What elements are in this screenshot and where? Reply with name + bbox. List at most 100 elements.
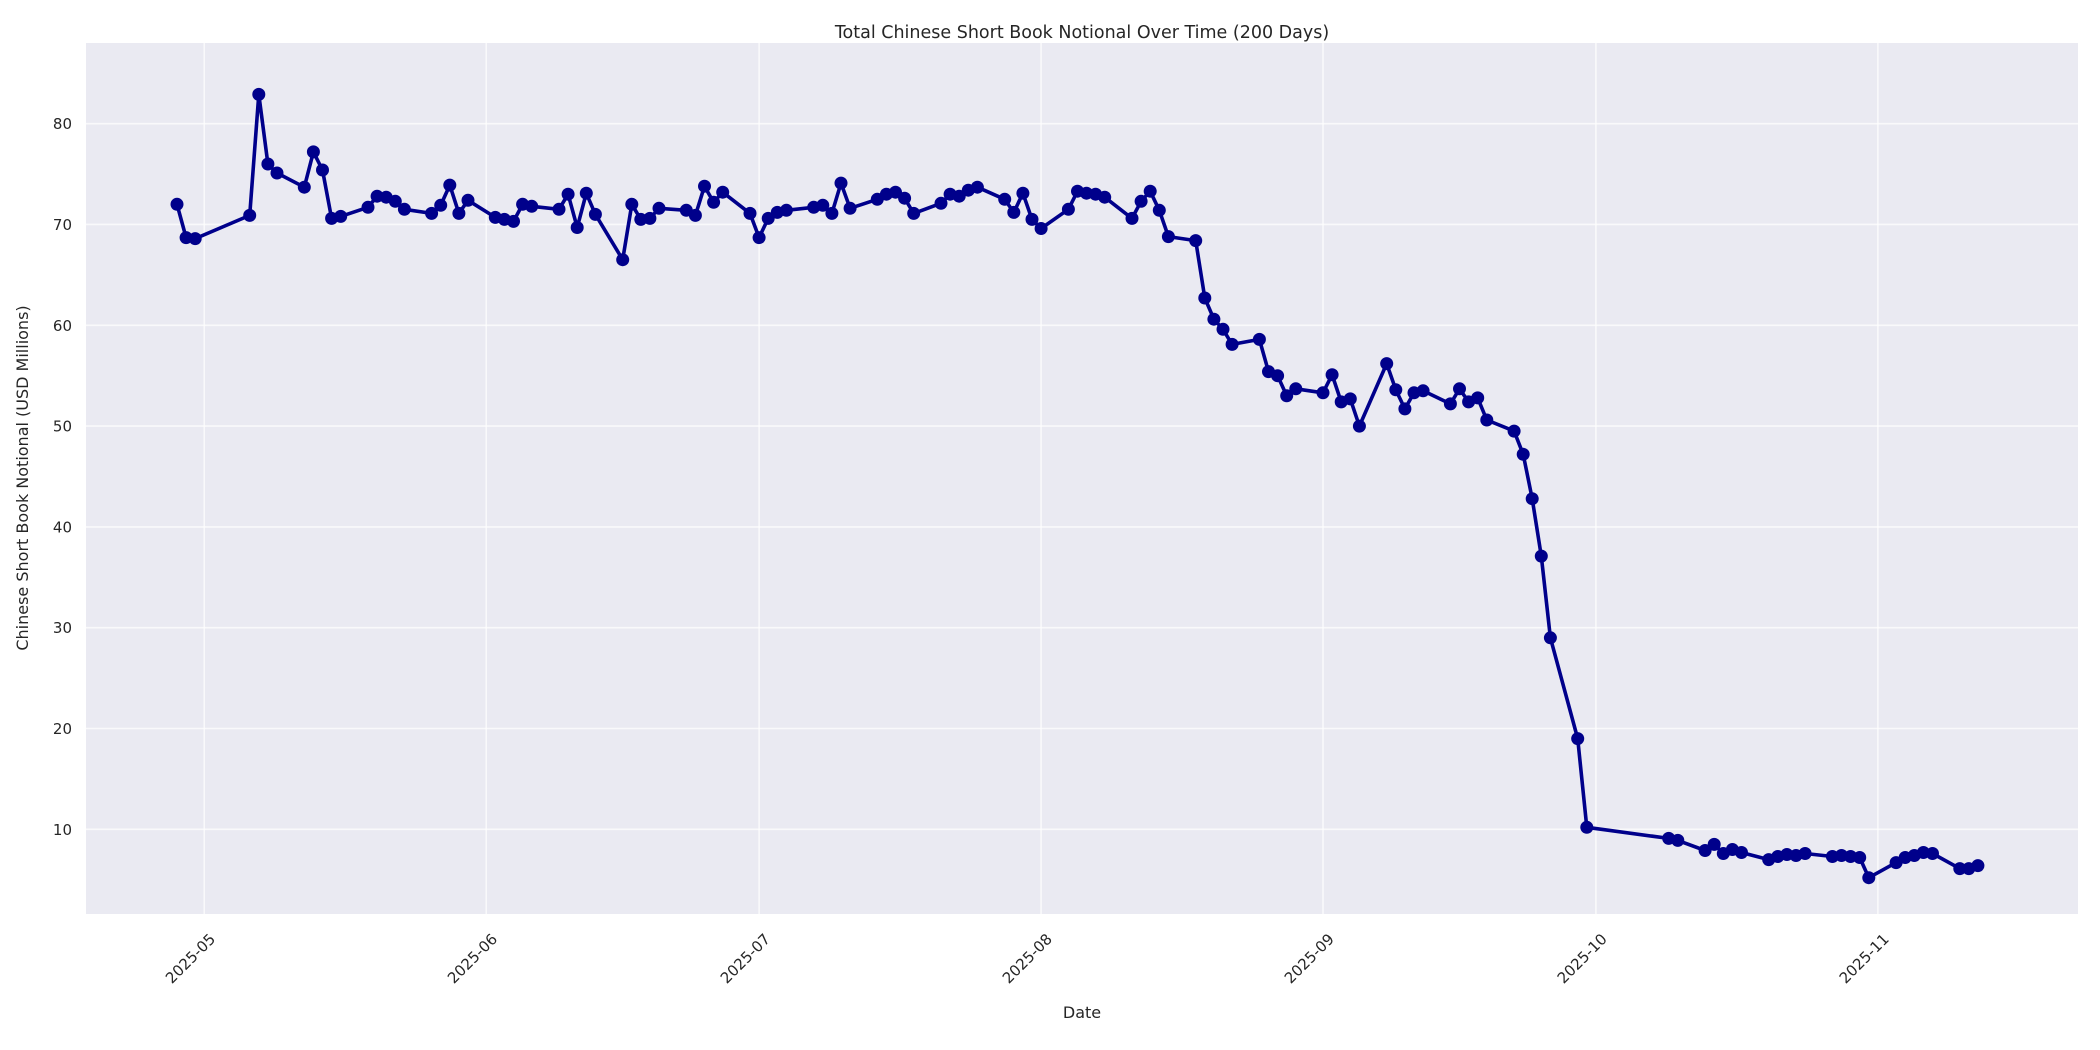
y-axis-tick-labels: 10 20 30 40 50 60 70 80 bbox=[53, 115, 72, 839]
data-point-marker bbox=[188, 232, 202, 246]
data-point-marker bbox=[461, 193, 475, 207]
x-tick-label: 2025-11 bbox=[1836, 930, 1893, 987]
data-point-marker bbox=[1289, 382, 1303, 396]
data-point-marker bbox=[1343, 392, 1357, 406]
data-point-marker bbox=[507, 214, 520, 228]
data-point-marker bbox=[1143, 184, 1157, 198]
data-point-marker bbox=[1025, 212, 1039, 226]
data-point-marker bbox=[1398, 402, 1412, 416]
data-point-marker bbox=[1580, 820, 1594, 834]
data-point-marker bbox=[579, 186, 593, 200]
data-point-marker bbox=[270, 166, 284, 180]
data-point-marker bbox=[1953, 862, 1967, 876]
data-point-marker bbox=[525, 199, 539, 213]
data-point-marker bbox=[1271, 369, 1285, 383]
data-point-marker bbox=[570, 221, 584, 234]
data-point-marker bbox=[816, 198, 830, 212]
data-point-marker bbox=[170, 197, 184, 211]
data-point-marker bbox=[1480, 413, 1494, 427]
data-point-marker bbox=[1134, 194, 1148, 208]
data-point-marker bbox=[1525, 492, 1539, 506]
x-tick-label: 2025-06 bbox=[444, 930, 501, 987]
data-point-marker bbox=[397, 202, 411, 216]
y-tick-label: 40 bbox=[53, 518, 72, 536]
y-tick-label: 10 bbox=[53, 821, 72, 839]
y-tick-label: 70 bbox=[53, 216, 72, 234]
data-point-marker bbox=[643, 211, 657, 225]
data-point-marker bbox=[297, 180, 311, 194]
data-point-marker bbox=[1571, 732, 1585, 746]
data-point-marker bbox=[1507, 424, 1521, 438]
data-point-marker bbox=[588, 207, 602, 221]
chart-title: Total Chinese Short Book Notional Over T… bbox=[834, 23, 1329, 43]
x-tick-label: 2025-07 bbox=[717, 930, 774, 987]
data-point-marker bbox=[1707, 837, 1721, 851]
data-point-marker bbox=[934, 196, 948, 210]
data-point-marker bbox=[1280, 389, 1294, 403]
x-axis-label: Date bbox=[1063, 1003, 1101, 1022]
data-point-marker bbox=[716, 185, 730, 199]
data-point-marker bbox=[1389, 383, 1403, 397]
x-axis-tick-labels: 2025-05 2025-06 2025-07 2025-08 2025-09 2025-… bbox=[162, 930, 1893, 987]
data-point-marker bbox=[1216, 322, 1230, 336]
data-point-marker bbox=[306, 145, 320, 159]
data-point-marker bbox=[752, 231, 766, 245]
data-point-marker bbox=[561, 187, 575, 201]
data-point-marker bbox=[388, 194, 402, 208]
data-point-marker bbox=[907, 206, 921, 220]
plot-area-background bbox=[86, 43, 2078, 914]
data-point-marker bbox=[1252, 332, 1266, 346]
data-point-marker bbox=[1061, 202, 1075, 216]
data-point-marker bbox=[688, 208, 702, 222]
data-point-marker bbox=[1225, 337, 1239, 351]
data-point-marker bbox=[261, 157, 275, 171]
y-tick-label: 30 bbox=[53, 619, 72, 637]
data-point-marker bbox=[1862, 871, 1876, 885]
data-point-marker bbox=[361, 200, 375, 214]
data-point-marker bbox=[898, 191, 912, 205]
x-tick-label: 2025-09 bbox=[1281, 930, 1338, 987]
data-point-marker bbox=[1325, 368, 1339, 382]
data-point-marker bbox=[1316, 386, 1330, 400]
data-point-marker bbox=[998, 192, 1012, 206]
y-tick-label: 80 bbox=[53, 115, 72, 133]
data-point-marker bbox=[443, 178, 457, 192]
data-point-marker bbox=[1198, 291, 1212, 305]
x-tick-label: 2025-05 bbox=[162, 930, 219, 987]
data-point-marker bbox=[834, 176, 848, 190]
data-point-marker bbox=[625, 197, 639, 211]
y-tick-label: 20 bbox=[53, 720, 72, 738]
data-point-marker bbox=[1453, 382, 1466, 396]
data-point-marker bbox=[652, 201, 666, 215]
data-point-marker bbox=[1207, 312, 1221, 326]
data-point-marker bbox=[316, 163, 329, 177]
data-point-marker bbox=[707, 195, 721, 209]
y-tick-label: 50 bbox=[53, 418, 72, 436]
data-point-marker bbox=[1926, 847, 1939, 860]
data-point-marker bbox=[1416, 384, 1430, 398]
data-point-marker bbox=[1352, 419, 1366, 433]
data-point-marker bbox=[843, 201, 857, 215]
x-tick-label: 2025-10 bbox=[1554, 930, 1611, 987]
data-point-marker bbox=[1735, 846, 1748, 859]
data-point-marker bbox=[252, 87, 266, 101]
data-point-marker bbox=[452, 206, 466, 220]
data-point-marker bbox=[1698, 844, 1712, 857]
data-point-marker bbox=[1443, 397, 1457, 411]
data-point-marker bbox=[1034, 222, 1048, 235]
data-point-marker bbox=[970, 180, 984, 194]
data-point-marker bbox=[425, 206, 439, 220]
data-point-marker bbox=[1543, 631, 1557, 645]
x-tick-label: 2025-08 bbox=[999, 930, 1056, 987]
data-point-marker bbox=[334, 209, 348, 223]
data-point-marker bbox=[1671, 833, 1685, 847]
data-series-line bbox=[170, 87, 1985, 885]
data-point-marker bbox=[1853, 851, 1867, 864]
data-point-marker bbox=[243, 208, 257, 222]
data-point-marker bbox=[1016, 186, 1030, 200]
data-point-marker bbox=[1471, 391, 1485, 405]
data-point-marker bbox=[1971, 859, 1985, 873]
gridlines bbox=[86, 43, 2078, 914]
data-point-marker bbox=[1152, 203, 1166, 217]
